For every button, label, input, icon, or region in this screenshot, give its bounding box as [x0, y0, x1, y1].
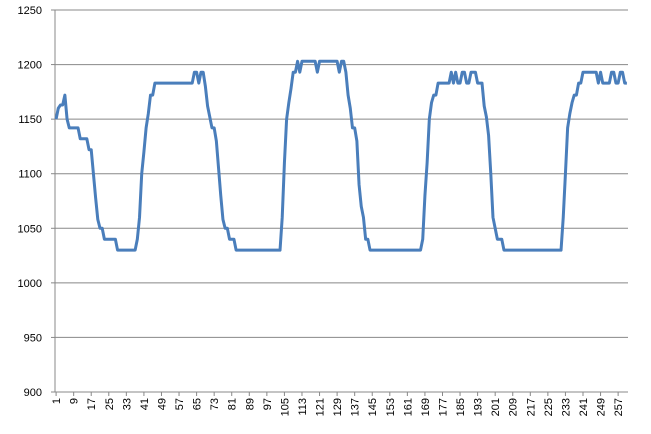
y-tick-label: 1150: [18, 114, 42, 126]
x-tick-label: 57: [174, 398, 186, 410]
x-tick-label: 129: [332, 398, 344, 416]
x-tick-label: 9: [69, 398, 81, 404]
x-tick-label: 185: [455, 398, 467, 416]
x-tick-label: 113: [297, 398, 309, 416]
x-tick-label: 177: [437, 398, 449, 416]
y-tick-label: 1050: [18, 223, 42, 235]
x-tick-label: 209: [508, 398, 520, 416]
x-tick-label: 65: [192, 398, 204, 410]
x-tick-label: 41: [139, 398, 151, 410]
x-tick-label: 257: [613, 398, 625, 416]
x-tick-label: 73: [209, 398, 221, 410]
y-tick-label: 1000: [18, 278, 42, 290]
y-tick-label: 900: [24, 387, 42, 399]
x-tick-label: 241: [578, 398, 590, 416]
x-tick-label: 193: [473, 398, 485, 416]
y-tick-label: 1100: [18, 169, 42, 181]
x-tick-label: 153: [385, 398, 397, 416]
x-tick-label: 145: [367, 398, 379, 416]
x-tick-label: 81: [227, 398, 239, 410]
x-tick-label: 105: [279, 398, 291, 416]
x-tick-label: 33: [121, 398, 133, 410]
x-tick-label: 217: [525, 398, 537, 416]
y-tick-label: 950: [24, 332, 42, 344]
x-tick-label: 169: [420, 398, 432, 416]
x-tick-label: 233: [560, 398, 572, 416]
x-tick-label: 25: [104, 398, 116, 410]
x-tick-label: 225: [543, 398, 555, 416]
x-tick-label: 89: [244, 398, 256, 410]
x-tick-label: 17: [86, 398, 98, 410]
data-line: [54, 59, 627, 252]
x-tick-label: 161: [402, 398, 414, 416]
x-tick-label: 1: [51, 398, 63, 404]
x-tick-label: 201: [490, 398, 502, 416]
x-tick-label: 249: [596, 398, 608, 416]
x-tick-label: 121: [315, 398, 327, 416]
x-tick-label: 49: [156, 398, 168, 410]
x-tick-label: 97: [262, 398, 274, 410]
y-tick-label: 1250: [18, 5, 42, 17]
x-tick-label: 137: [350, 398, 362, 416]
y-tick-label: 1200: [18, 60, 42, 72]
